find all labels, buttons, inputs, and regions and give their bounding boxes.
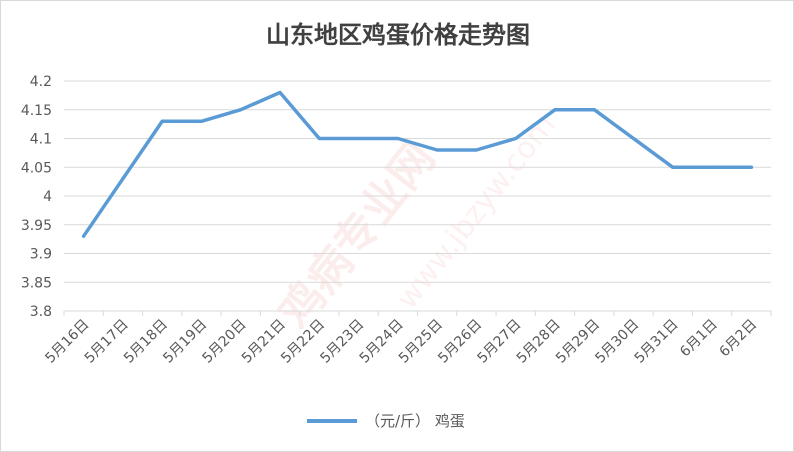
data-point [553,108,557,112]
data-point [592,108,596,112]
data-point [671,165,675,169]
data-point [749,165,753,169]
gridlines [64,80,771,312]
watermark-url: www.jbzyw.com [390,108,563,316]
data-point [632,137,636,140]
data-point [121,177,125,181]
series-line [81,90,754,238]
data-point [514,137,518,140]
data-point [396,137,400,140]
y-tick-label: 4.1 [30,132,52,148]
data-point [199,119,203,123]
data-point [82,234,86,238]
data-point [278,91,282,94]
y-tick-label: 4 [43,189,52,205]
data-point [710,165,714,169]
x-tick-label: 5月31日 [632,317,682,367]
y-tick-label: 3.85 [21,275,52,291]
y-axis: 3.8 3.85 3.9 3.95 4 4.05 4.1 4.15 4.2 [21,74,52,320]
y-tick-label: 4.15 [21,103,52,119]
chart-title: 山东地区鸡蛋价格走势图 [266,21,530,49]
y-tick-label: 3.95 [21,218,52,234]
x-tick-label: 6月2日 [716,317,760,361]
x-tick-label: 6月1日 [677,317,721,361]
legend-label: （元/斤） 鸡蛋 [365,412,465,430]
data-point [357,137,361,140]
data-point [435,148,439,152]
y-tick-label: 4.05 [21,160,52,176]
series-layer [81,90,754,238]
y-tick-label: 4.2 [30,74,52,90]
y-tick-label: 3.8 [30,304,52,320]
x-axis: 5月16日5月17日5月18日5月19日5月20日5月21日5月22日5月23日… [42,311,772,367]
data-point [239,108,243,112]
data-point [474,148,478,152]
legend: （元/斤） 鸡蛋 [307,412,465,430]
data-point [317,137,321,140]
y-tick-label: 3.9 [30,247,52,263]
data-point [160,119,164,123]
